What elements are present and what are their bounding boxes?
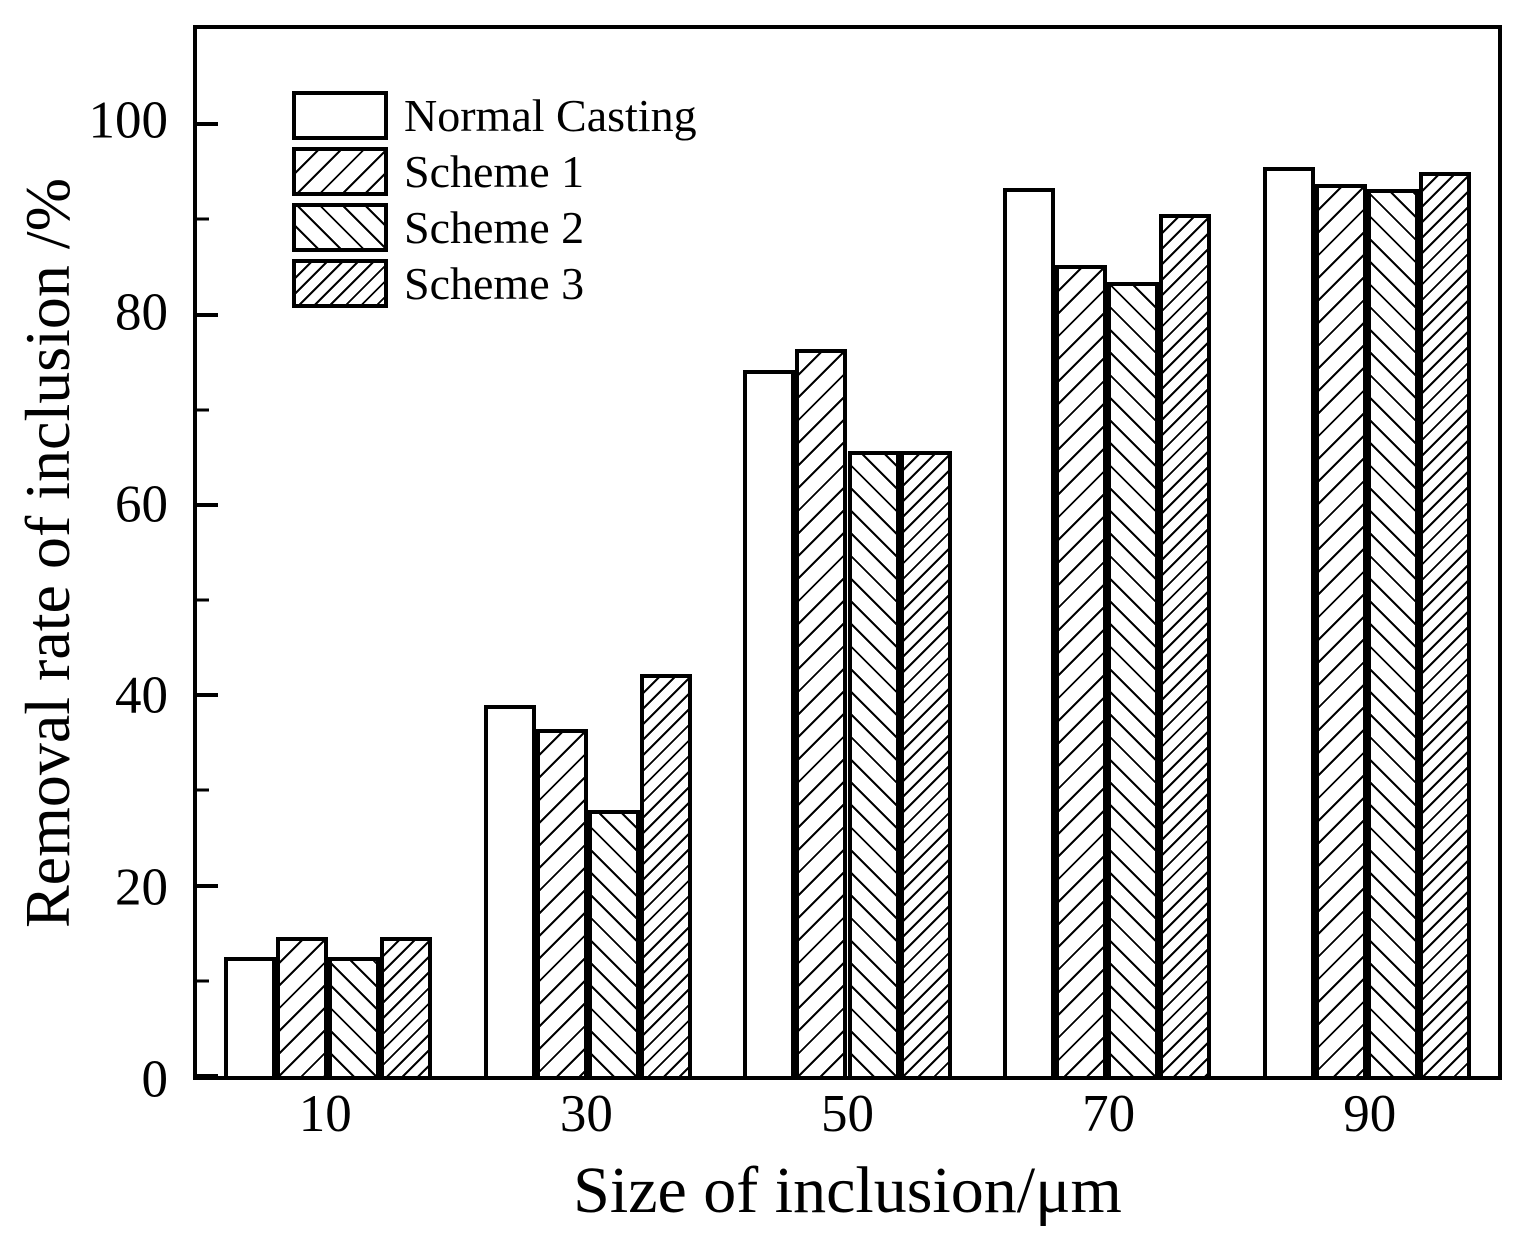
y-tick-label-80: 80 <box>115 283 168 342</box>
bar-normal-casting-90 <box>1262 167 1315 1076</box>
bar-normal-casting-70 <box>1002 187 1055 1076</box>
y-major-tick-0 <box>197 1074 218 1078</box>
bar-scheme-1-70 <box>1055 265 1108 1076</box>
y-tick-label-0: 0 <box>141 1050 169 1109</box>
y-minor-tick-70 <box>197 408 209 412</box>
y-major-tick-60 <box>197 502 218 507</box>
legend-swatch-forward-diagonal-icon <box>292 147 388 196</box>
y-major-tick-80 <box>197 312 218 317</box>
y-minor-tick-30 <box>197 788 209 792</box>
bar-scheme-2-30 <box>587 809 640 1076</box>
y-minor-tick-90 <box>197 217 209 221</box>
bar-scheme-2-90 <box>1366 188 1419 1076</box>
legend-label: Scheme 1 <box>404 145 585 197</box>
x-tick-label-70: 70 <box>1082 1085 1136 1143</box>
x-tick-label-10: 10 <box>298 1085 352 1143</box>
bar-scheme-1-50 <box>795 348 848 1076</box>
bar-scheme-3-50 <box>899 450 952 1076</box>
bar-normal-casting-10 <box>224 957 277 1076</box>
bar-scheme-1-10 <box>276 937 329 1076</box>
bar-scheme-3-90 <box>1418 171 1471 1076</box>
x-axis-title: Size of inclusion/μm <box>573 1154 1122 1227</box>
bar-scheme-2-10 <box>328 957 381 1076</box>
bar-scheme-3-30 <box>639 674 693 1076</box>
bar-scheme-2-50 <box>847 450 900 1076</box>
legend-item-normal-casting: Normal Casting <box>292 91 697 140</box>
y-minor-tick-50 <box>197 598 209 602</box>
bar-scheme-1-30 <box>535 728 588 1076</box>
legend-swatch-backward-diagonal-icon <box>292 203 388 252</box>
plot-area: Normal Casting Scheme 1 Scheme 2 Scheme 3 <box>193 25 1502 1080</box>
y-axis-tick-labels: 0 20 40 60 80 100 <box>0 25 169 1106</box>
y-tick-label-100: 100 <box>88 91 169 150</box>
x-tick-label-50: 50 <box>821 1085 874 1143</box>
x-tick-label-90: 90 <box>1343 1085 1397 1143</box>
y-major-tick-100 <box>197 122 218 127</box>
bar-normal-casting-30 <box>483 704 536 1076</box>
bar-scheme-3-10 <box>380 937 433 1076</box>
legend-label: Scheme 3 <box>404 257 585 309</box>
bar-normal-casting-50 <box>743 369 796 1076</box>
legend: Normal Casting Scheme 1 Scheme 2 Scheme 3 <box>292 91 697 315</box>
legend-item-scheme-2: Scheme 2 <box>292 203 697 252</box>
y-major-tick-40 <box>197 693 218 698</box>
bar-scheme-3-70 <box>1159 213 1212 1076</box>
legend-item-scheme-1: Scheme 1 <box>292 147 697 196</box>
y-tick-label-40: 40 <box>115 666 168 725</box>
bar-scheme-1-90 <box>1314 184 1367 1076</box>
bar-scheme-2-70 <box>1107 282 1160 1076</box>
legend-swatch-none-icon <box>292 91 388 140</box>
x-axis-tick-labels: 10 30 50 70 90 <box>193 1088 1502 1158</box>
legend-swatch-dense-forward-diagonal-icon <box>292 259 388 308</box>
y-minor-tick-10 <box>197 979 209 983</box>
legend-item-scheme-3: Scheme 3 <box>292 259 697 308</box>
x-tick-label-30: 30 <box>559 1085 613 1143</box>
legend-label: Normal Casting <box>404 89 697 141</box>
y-major-tick-20 <box>197 883 218 888</box>
legend-label: Scheme 2 <box>404 201 585 253</box>
y-tick-label-20: 20 <box>115 858 168 917</box>
y-tick-label-60: 60 <box>115 475 168 534</box>
